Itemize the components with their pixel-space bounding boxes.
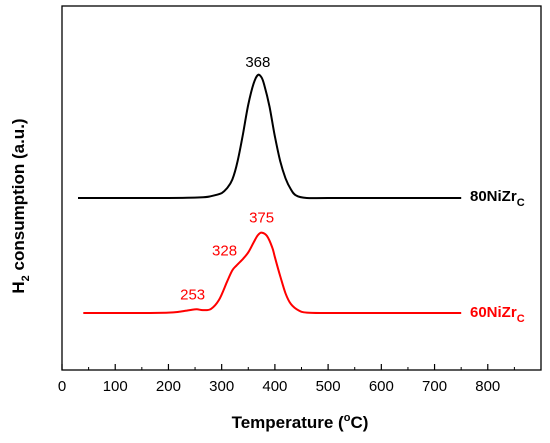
series-label-60nizrc: 60NiZrC bbox=[470, 304, 525, 325]
series-line-1 bbox=[83, 231, 462, 315]
x-tick-label: 700 bbox=[422, 378, 447, 395]
peak-label: 368 bbox=[245, 54, 270, 71]
x-tick-label: 800 bbox=[475, 378, 500, 395]
x-tick-label: 500 bbox=[316, 378, 341, 395]
x-tick-label: 300 bbox=[209, 378, 234, 395]
peak-label: 253 bbox=[180, 286, 205, 303]
x-tick-label: 100 bbox=[103, 378, 128, 395]
x-axis-label: Temperature (oC) bbox=[232, 412, 369, 432]
x-tick-label: 600 bbox=[369, 378, 394, 395]
x-tick-label: 400 bbox=[262, 378, 287, 395]
y-axis-label: H2 consumption (a.u.) bbox=[9, 118, 32, 293]
series-line-0 bbox=[77, 73, 462, 200]
series-label-80nizrc: 80NiZrC bbox=[470, 188, 525, 209]
series-group bbox=[77, 73, 462, 315]
peak-labels: 368 253 328 375 bbox=[180, 54, 274, 303]
peak-label: 375 bbox=[249, 210, 274, 227]
peak-label: 328 bbox=[212, 242, 237, 259]
x-tick-label: 0 bbox=[58, 378, 66, 395]
x-ticks: 0 100 200 300 400 500 600 700 800 bbox=[58, 364, 515, 395]
x-tick-label: 200 bbox=[156, 378, 181, 395]
